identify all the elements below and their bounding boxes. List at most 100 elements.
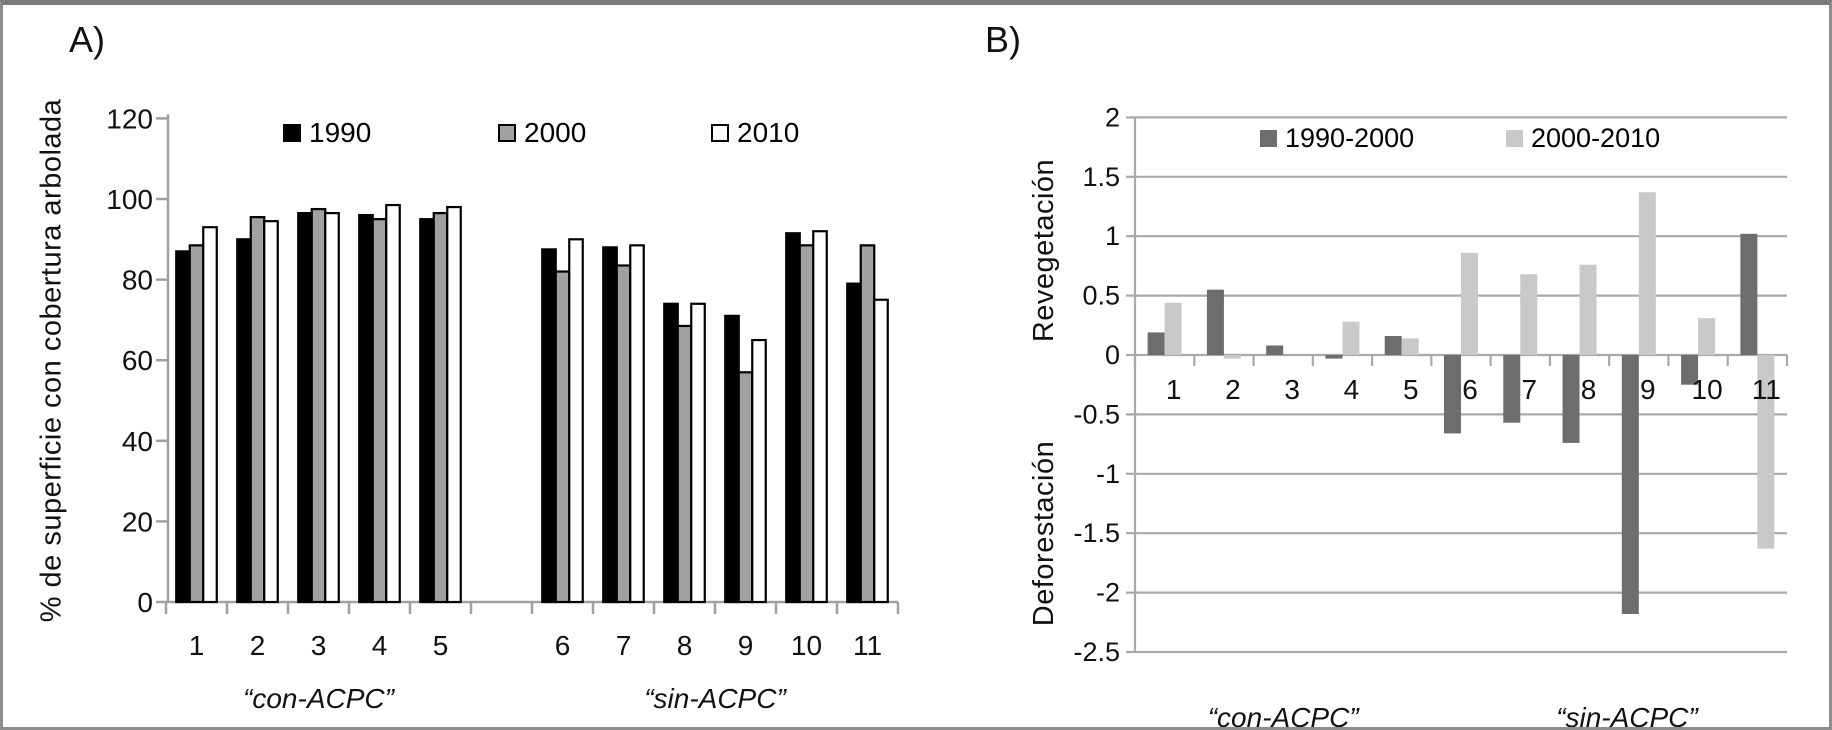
panel-a-bar-2010-cat5: [446, 205, 462, 604]
panel-b-y-tick-label: -0.5: [1073, 399, 1120, 429]
panel-a-group-label-con-acpc: “con-ACPC”: [243, 683, 396, 714]
panel-b-bar-1990-2000-cat6: [1444, 355, 1461, 434]
panel-b-category-label: 8: [1581, 374, 1597, 405]
panel-b-deforestacion-label: Deforestación: [1017, 405, 1073, 661]
panel-a-bar-2010-cat11: [873, 298, 889, 604]
panel-a-legend-2000: 2000: [498, 117, 586, 149]
legend-swatch-2010: [711, 124, 729, 142]
panel-a-bar-1990-cat5: [419, 218, 435, 604]
panel-b-bar-2000-2010-cat6: [1461, 252, 1478, 355]
legend-swatch-2000: [498, 124, 516, 142]
panel-a-category-label: 8: [677, 630, 693, 661]
panel-a-bar-1990-cat2: [236, 238, 252, 604]
panel-a-y-tick-label: 20: [122, 506, 153, 537]
panel-b-y-tick-label: 0.5: [1082, 281, 1120, 311]
panel-a-bar-1990-cat10: [785, 232, 801, 604]
panel-b-y-tick-label: -2: [1096, 578, 1120, 608]
panel-b-legend-1990-2000: 1990-2000: [1260, 123, 1414, 154]
panel-b-revegetacion-label: Revegetación: [1017, 135, 1073, 365]
panel-a-y-tick-label: 80: [122, 265, 153, 296]
panel-a-bar-1990-cat3: [297, 212, 313, 604]
legend-label-2000-2010: 2000-2010: [1531, 123, 1661, 153]
panel-b-y-tick-label: -1.5: [1073, 518, 1120, 548]
panel-a-y-axis-label: % de superficie con cobertura arbolada: [23, 98, 81, 622]
panel-b-title: B): [985, 19, 1021, 60]
panel-b-bar-2000-2010-cat4: [1342, 321, 1360, 355]
panel-b-bar-2000-2010-cat5: [1401, 338, 1419, 355]
panel-b-category-label: 10: [1692, 374, 1723, 405]
panel-a-bar-2010-cat10: [812, 230, 828, 604]
panel-b-bar-2000-2010-cat7: [1520, 274, 1538, 355]
panel-a-bar-2000-cat4: [371, 218, 388, 604]
panel-a-bar-2000-cat10: [798, 244, 815, 604]
panel-a-category-label: 10: [791, 630, 822, 661]
panel-a-legend-2010: 2010: [711, 117, 799, 149]
panel-b-y-tick-label: -2.5: [1073, 637, 1120, 667]
panel-b-bar-2000-2010-cat2: [1223, 355, 1241, 359]
panel-b-legend-2000-2010: 2000-2010: [1506, 123, 1660, 154]
panel-a-y-axis-label-text: % de superficie con cobertura arbolada: [35, 98, 68, 622]
panel-a-bar-1990-cat4: [358, 214, 374, 604]
panel-b-bar-1990-2000-cat1: [1147, 332, 1165, 355]
panel-b-category-label: 2: [1225, 374, 1241, 405]
panel-b-category-label: 5: [1403, 374, 1419, 405]
panel-a-bar-2010-cat8: [690, 302, 706, 604]
panel-a-y-tick-label: 120: [106, 103, 153, 134]
panel-b-bar-2000-2010-cat9: [1638, 192, 1656, 355]
panel-b-category-label: 11: [1752, 374, 1781, 405]
panel-a-bar-2010-cat2: [263, 220, 279, 604]
panel-a-bar-2010-cat7: [629, 244, 645, 604]
panel-a-bar-2010-cat4: [385, 203, 401, 604]
panel-a-bar-2010-cat1: [202, 226, 218, 604]
panel-b-category-label: 4: [1344, 374, 1360, 405]
panel-a-bar-2000-cat1: [188, 244, 205, 604]
panel-a-bar-2000-cat8: [676, 324, 693, 604]
panel-a-category-label: 6: [555, 630, 571, 661]
panel-b-y-tick-label: 2: [1105, 102, 1120, 132]
panel-a-bar-1990-cat9: [724, 314, 740, 604]
legend-swatch-1990-2000: [1260, 130, 1277, 147]
panel-b-bar-1990-2000-cat8: [1562, 355, 1580, 443]
panel-a-bar-2000-cat11: [859, 244, 876, 604]
panel-a-y-tick-label: 60: [122, 345, 153, 376]
legend-swatch-1990: [283, 124, 301, 142]
panel-b-bar-1990-2000-cat3: [1266, 345, 1284, 355]
panel-a-group-label-sin-acpc: “sin-ACPC”: [644, 683, 787, 714]
panel-b-y-tick-label: 1: [1105, 221, 1120, 251]
panel-a-y-tick-label: 0: [137, 587, 153, 618]
panel-a-bar-1990-cat7: [602, 246, 618, 604]
panel-a-bar-2000-cat2: [249, 216, 266, 604]
panel-a-category-label: 1: [189, 630, 205, 661]
panel-a-category-label: 2: [250, 630, 266, 661]
panel-b-bar-1990-2000-cat11: [1740, 233, 1758, 355]
panel-a-bar-2000-cat3: [310, 207, 327, 604]
panel-a-legend-1990: 1990: [283, 117, 371, 149]
panel-a-bar-2000-cat6: [554, 270, 571, 604]
panel-b-bar-1990-2000-cat2: [1206, 289, 1224, 355]
panel-b-category-label: 7: [1521, 374, 1537, 405]
panel-b-revegetacion-label-text: Revegetación: [1028, 158, 1061, 342]
legend-label-2010: 2010: [737, 117, 800, 148]
panel-a-category-label: 3: [311, 630, 327, 661]
panel-a-bar-1990-cat1: [175, 250, 191, 604]
panel-a-category-label: 4: [372, 630, 388, 661]
panel-a-y-tick-label: 100: [106, 184, 153, 215]
panel-a-bar-2000-cat7: [615, 264, 632, 604]
panel-a-bar-2000-cat9: [737, 371, 754, 604]
legend-label-2000: 2000: [524, 117, 587, 148]
panel-b-y-tick-label: 0: [1105, 340, 1120, 370]
panel-a-category-label: 5: [433, 630, 449, 661]
panel-b-y-tick-label: 1.5: [1082, 162, 1120, 192]
panel-a-bar-2010-cat9: [751, 338, 767, 604]
panel-a-bar-2000-cat5: [432, 212, 449, 604]
panel-a-category-label: 7: [616, 630, 632, 661]
panel-a-bar-2010-cat3: [324, 212, 340, 604]
panel-b-group-label-sin-acpc: “sin-ACPC”: [1556, 702, 1699, 730]
legend-label-1990: 1990: [309, 117, 372, 148]
panel-a-bar-1990-cat11: [846, 282, 862, 604]
panel-a-y-tick-label: 40: [122, 426, 153, 457]
panel-a-bar-1990-cat8: [663, 302, 679, 604]
panel-a-bar-2010-cat6: [568, 238, 584, 604]
